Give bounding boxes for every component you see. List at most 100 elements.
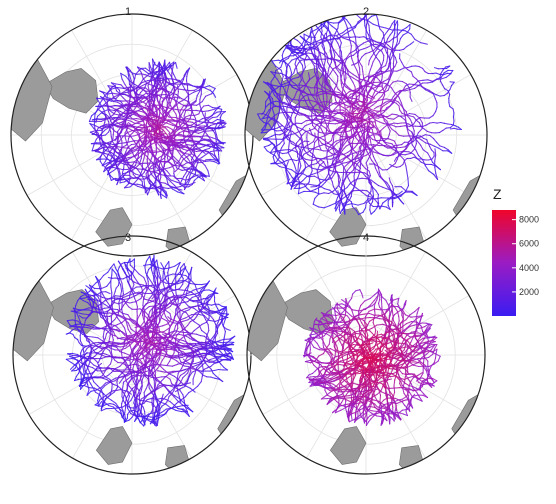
trajectory-segment (356, 69, 360, 77)
trajectory-segment (129, 94, 132, 101)
trajectory-segment (386, 56, 389, 62)
trajectory-segment (137, 94, 144, 96)
trajectory-segment (149, 135, 152, 142)
trajectory-segment (435, 106, 438, 113)
trajectory-segment (287, 75, 292, 79)
trajectory-segment (378, 167, 380, 174)
trajectory-segment (145, 168, 150, 175)
trajectory-segment (332, 146, 339, 152)
trajectory-segment (394, 95, 399, 100)
trajectory-segment (144, 67, 150, 72)
trajectory-segment (141, 157, 145, 165)
trajectory-segment (344, 71, 350, 77)
trajectory-segment (309, 102, 314, 108)
trajectory-segment (179, 150, 185, 156)
trajectory-segment (429, 143, 436, 147)
trajectory-segment (315, 60, 318, 67)
trajectory-segment (385, 83, 392, 88)
trajectory-segment (332, 34, 338, 37)
trajectory-segment (378, 153, 386, 156)
trajectory-segment (383, 68, 389, 74)
trajectory-segment (185, 80, 188, 86)
trajectory-segment (325, 27, 329, 35)
trajectory-segment (156, 106, 162, 112)
trajectory-segment (407, 128, 413, 133)
trajectory-segment (159, 65, 165, 72)
trajectory-segment (327, 107, 333, 112)
trajectory-segment (382, 198, 389, 204)
trajectory-segment (291, 52, 298, 57)
trajectory-segment (412, 136, 415, 142)
trajectory-segment (347, 33, 351, 41)
trajectory-segment (209, 141, 215, 148)
trajectory-segment (358, 211, 364, 216)
trajectory-segment (347, 159, 354, 164)
trajectory-segment (148, 142, 152, 150)
trajectory-segment (433, 145, 440, 149)
trajectory-segment (287, 59, 293, 66)
trajectory-segment (315, 159, 322, 165)
trajectory-segment (144, 185, 146, 194)
trajectory-segment (368, 170, 371, 176)
trajectory-segment (105, 96, 111, 99)
trajectory-segment (164, 175, 171, 182)
trajectory-segment (332, 139, 335, 146)
trajectory-segment (101, 109, 109, 113)
trajectory-segment (317, 94, 321, 101)
trajectory-segment (173, 156, 179, 162)
trajectory-segment (107, 167, 112, 172)
trajectory-segment (183, 89, 190, 92)
trajectory-segment (422, 124, 428, 127)
trajectory-segment (201, 95, 207, 103)
land-mass (44, 68, 99, 114)
trajectory-segment (284, 61, 291, 67)
trajectory-segment (132, 173, 137, 179)
trajectory-segment (329, 49, 333, 57)
trajectory-segment (161, 188, 166, 194)
trajectory-segment (347, 94, 355, 100)
trajectory-segment (326, 73, 331, 79)
trajectory-segment (362, 71, 365, 78)
trajectory-segment (152, 275, 155, 283)
trajectory-segment (317, 26, 324, 32)
trajectory-segment (136, 183, 143, 186)
trajectory-segment (352, 90, 359, 97)
trajectory-segment (318, 144, 322, 151)
trajectory-segment (102, 377, 108, 381)
trajectory-segment (128, 147, 133, 152)
trajectory-segment (279, 138, 285, 145)
trajectory-segment (94, 108, 98, 115)
trajectory-segment (316, 62, 321, 70)
trajectory-segment (277, 111, 280, 119)
trajectory-segment (389, 23, 393, 29)
trajectory-segment (156, 87, 164, 90)
trajectory-segment (164, 91, 169, 98)
trajectory-segment (391, 113, 398, 116)
trajectory-segment (111, 344, 117, 346)
trajectory-segment (285, 91, 288, 99)
trajectory-segment (440, 76, 447, 80)
trajectory-segment (321, 142, 329, 147)
trajectory-segment (308, 41, 315, 46)
trajectory-segment (290, 113, 293, 119)
trajectory-segment (296, 72, 302, 77)
trajectory-segment (378, 166, 383, 171)
trajectory-segment (97, 350, 102, 354)
trajectory-segment (287, 138, 294, 143)
trajectory-segment (379, 67, 383, 73)
trajectory-segment (107, 111, 112, 118)
trajectory-segment (198, 108, 202, 115)
trajectory-segment (263, 106, 267, 112)
trajectory-segment (107, 104, 111, 112)
trajectory-segment (370, 77, 375, 84)
trajectory-segment (386, 166, 392, 171)
trajectory-segment (167, 183, 173, 190)
trajectory-segment (329, 176, 333, 183)
trajectory-segment (117, 337, 122, 340)
trajectory-segment (175, 132, 180, 137)
trajectory-segment (345, 114, 353, 117)
trajectory-segment (343, 162, 349, 169)
trajectory-segment (203, 149, 209, 153)
trajectory-segment (341, 57, 348, 63)
trajectory-segment (345, 142, 352, 147)
